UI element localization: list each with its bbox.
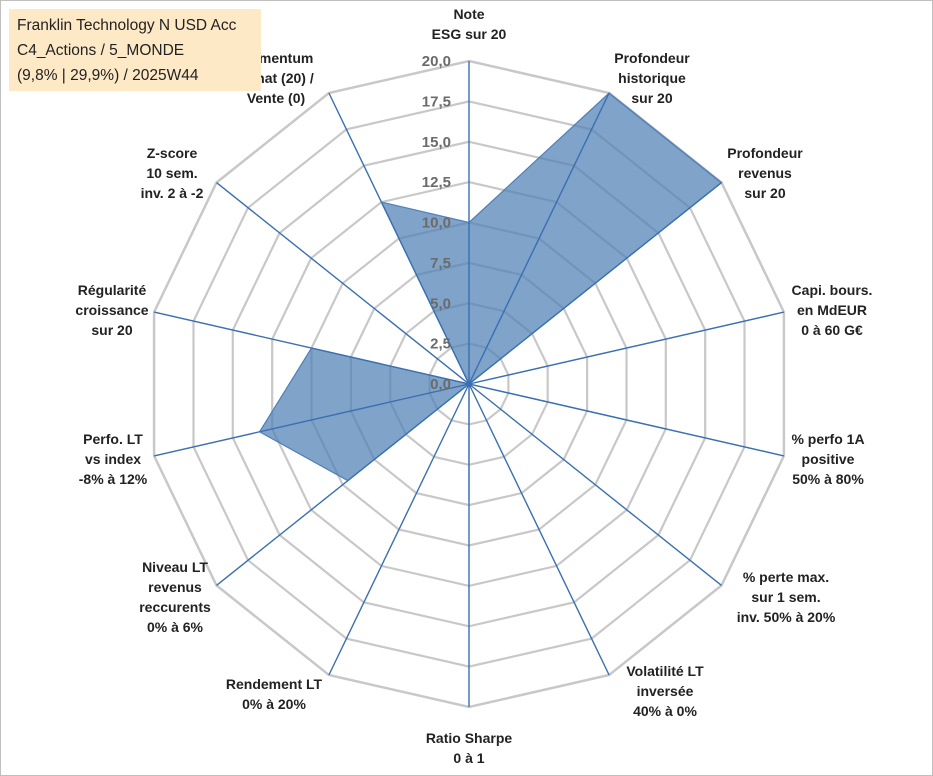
tick-label: 0,0 bbox=[430, 376, 451, 393]
axis-spoke-13 bbox=[216, 182, 470, 385]
axis-label-5: % perfo 1A positive 50% à 80% bbox=[791, 431, 864, 487]
axis-label-11: Perfo. LT vs index -8% à 12% bbox=[79, 431, 148, 487]
axis-spoke-9 bbox=[328, 383, 470, 676]
tick-label: 7,5 bbox=[430, 255, 451, 272]
axis-label-9: Rendement LT 0% à 20% bbox=[226, 676, 323, 712]
axis-spoke-4 bbox=[468, 311, 785, 385]
tick-label: 10,0 bbox=[422, 215, 451, 232]
tick-label: 5,0 bbox=[430, 295, 451, 312]
axis-label-1: Note ESG sur 20 bbox=[432, 6, 507, 42]
series-area-franklin-technology bbox=[258, 92, 723, 501]
axis-label-8: Ratio Sharpe 0 à 1 bbox=[426, 730, 513, 766]
chart-title-line-2: C4_Actions / 5_MONDE bbox=[17, 42, 185, 59]
axis-label-7: Volatilité LT inversée 40% à 0% bbox=[626, 663, 704, 719]
chart-title-box: Franklin Technology N USD Acc C4_Actions… bbox=[9, 9, 261, 91]
tick-label: 15,0 bbox=[422, 134, 451, 151]
axis-spoke-14 bbox=[328, 92, 470, 385]
axis-spoke-10 bbox=[216, 383, 470, 586]
axis-spoke-6 bbox=[468, 383, 722, 586]
tick-label: 20,0 bbox=[422, 53, 451, 70]
axis-label-13: Z-score 10 sem. inv. 2 à -2 bbox=[141, 145, 204, 201]
axis-spoke-7 bbox=[468, 383, 610, 676]
axis-label-4: Capi. bours. en MdEUR 0 à 60 G€ bbox=[792, 282, 873, 338]
axis-label-2: Profondeur historique sur 20 bbox=[614, 50, 690, 106]
axis-spoke-5 bbox=[468, 383, 785, 457]
chart-title-line-1: Franklin Technology N USD Acc bbox=[17, 17, 237, 34]
axis-label-10: Niveau LT revenus reccurents 0% à 6% bbox=[139, 559, 211, 635]
chart-title-line-3: (9,8% | 29,9%) / 2025W44 bbox=[17, 67, 199, 84]
tick-label: 2,5 bbox=[430, 336, 451, 353]
axis-spoke-2 bbox=[468, 92, 610, 385]
tick-label: 12,5 bbox=[422, 174, 451, 191]
axis-labels: Note ESG sur 20 Profondeur historique sur 20… bbox=[75, 6, 872, 766]
axis-label-12: Régularité croissance sur 20 bbox=[75, 282, 148, 338]
radar-axes bbox=[153, 61, 785, 707]
axis-spoke-12 bbox=[153, 311, 470, 385]
axis-spoke-3 bbox=[468, 182, 722, 385]
axis-label-6: % perte max. sur 1 sem. inv. 50% à 20% bbox=[737, 569, 836, 625]
axis-spoke-11 bbox=[153, 383, 470, 457]
tick-label: 17,5 bbox=[422, 93, 451, 110]
axis-label-3: Profondeur revenus sur 20 bbox=[727, 145, 803, 201]
tick-labels: 0,0 2,5 5,0 7,5 10,0 12,5 15,0 17,5 20,0 bbox=[422, 53, 451, 393]
